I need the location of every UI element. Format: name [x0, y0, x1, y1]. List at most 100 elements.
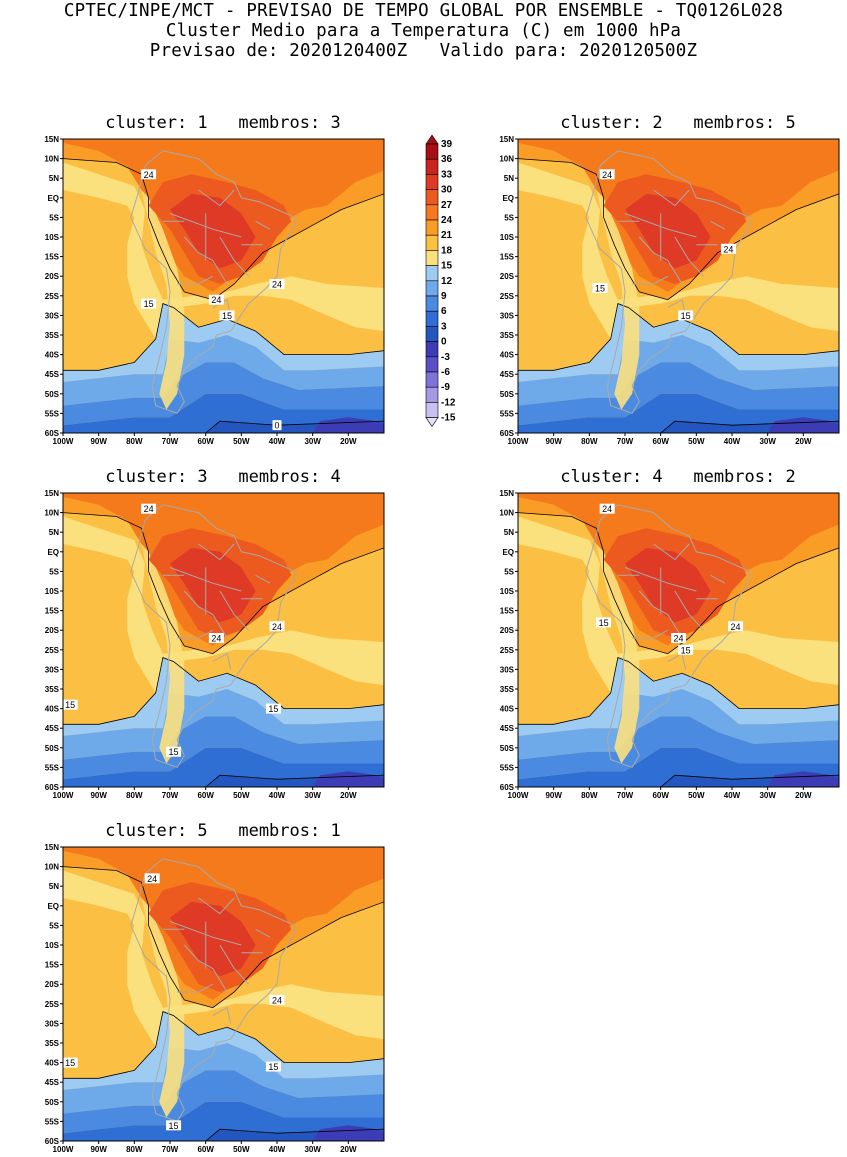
lat-tick-label: 5N	[504, 528, 514, 537]
lat-tick-label: 35S	[45, 1039, 60, 1048]
lat-tick-label: 10S	[500, 233, 515, 242]
lon-tick-label: 20W	[340, 791, 357, 800]
lat-tick-label: 20S	[45, 980, 60, 989]
lon-tick-label: 30W	[759, 791, 776, 800]
lat-tick-label: 15N	[44, 135, 59, 144]
lon-tick-label: 60W	[652, 791, 669, 800]
lat-tick-label: 55S	[45, 1117, 60, 1126]
lon-tick-label: 30W	[304, 1145, 321, 1154]
colorbar-segment	[425, 174, 439, 190]
lat-tick-label: 50S	[45, 744, 60, 753]
map-frame	[62, 492, 385, 788]
colorbar-segment	[425, 295, 439, 312]
colorbar-level-label: 18	[441, 245, 453, 256]
lon-tick-label: 90W	[90, 791, 107, 800]
lat-tick-label: 5N	[504, 174, 514, 183]
lon-tick-label: 70W	[162, 1145, 179, 1154]
map-frame	[517, 138, 840, 434]
contour-label: 24	[272, 995, 282, 1005]
temperature-field	[63, 139, 384, 433]
lat-tick-label: 5S	[504, 213, 514, 222]
lat-tick-label: 10N	[44, 509, 59, 518]
lat-tick-label: 35S	[500, 331, 515, 340]
contour-label: 15	[65, 1058, 75, 1068]
lon-tick-label: 90W	[90, 1145, 107, 1154]
lat-tick-label: 15S	[500, 253, 515, 262]
lat-tick-label: 20S	[45, 272, 60, 281]
lat-tick-label: 35S	[45, 685, 60, 694]
contour-label: 0	[274, 421, 279, 431]
header-line-1: CPTEC/INPE/MCT - PREVISAO DE TEMPO GLOBA…	[63, 1, 784, 21]
lat-tick-label: 50S	[45, 390, 60, 399]
lat-tick-label: 55S	[500, 409, 515, 418]
lon-tick-label: 20W	[340, 437, 357, 446]
lat-tick-label: 25S	[45, 1000, 60, 1009]
contour-label-bg	[671, 633, 686, 644]
contour-label: 24	[144, 170, 154, 180]
lat-tick-label: 15N	[499, 135, 514, 144]
colorbar-segment	[425, 234, 439, 251]
temperature-map-cluster-1: 2424241515015N10N5NEQ5S10S15S20S25S30S35…	[44, 135, 385, 446]
lat-tick-label: 15N	[44, 843, 59, 852]
lat-tick-label: 30S	[45, 1019, 60, 1028]
lon-tick-label: 100W	[53, 437, 74, 446]
colorbar-level-label: 3	[441, 321, 447, 332]
temperature-map-cluster-3: 24 24 24 15 15 15 15N 10N 5N EQ 5S 10S 15S 20S 25S 30S 3…	[44, 489, 385, 800]
contour-label: 15	[169, 747, 179, 757]
lat-tick-label: 45S	[45, 1078, 60, 1087]
colorbar-segment	[425, 386, 439, 403]
lon-tick-label: 100W	[508, 791, 529, 800]
contour-label-bg	[596, 617, 612, 628]
contour-label: 24	[673, 634, 683, 644]
contour-label: 24	[144, 504, 154, 514]
lat-tick-label: 10S	[500, 587, 515, 596]
coastlines	[130, 150, 296, 415]
colorbar-level-label: 33	[441, 169, 453, 180]
lat-tick-label: 10S	[45, 587, 60, 596]
contour-label-bg	[269, 621, 285, 632]
lon-tick-label: 30W	[304, 437, 321, 446]
contour-label-bg	[678, 310, 694, 321]
lat-tick-label: 10N	[499, 509, 514, 518]
lat-tick-label: EQ	[502, 548, 514, 557]
lon-tick-label: 70W	[162, 791, 179, 800]
contour-label-bg	[144, 873, 160, 884]
lat-tick-label: 5N	[49, 174, 59, 183]
colorbar-level-label: 15	[441, 261, 453, 272]
lat-tick-label: EQ	[47, 548, 59, 557]
lat-tick-label: 10N	[44, 155, 59, 164]
colorbar-level-label: -12	[441, 397, 456, 408]
lon-tick-label: 30W	[759, 437, 776, 446]
lon-tick-label: 60W	[652, 437, 669, 446]
colorbar-top-arrow	[425, 134, 439, 145]
lat-tick-label: 45S	[45, 724, 60, 733]
lon-tick-label: 50W	[688, 437, 705, 446]
lat-tick-label: 60S	[45, 783, 60, 792]
lon-tick-label: 100W	[508, 437, 529, 446]
lon-tick-label: 90W	[545, 791, 562, 800]
contour-label-bg	[208, 294, 224, 305]
colorbar-level-label: 9	[441, 291, 447, 302]
lon-tick-label: 50W	[233, 791, 250, 800]
temperature-map-cluster-5: 24 24 15 15 15 15N 10N 5N EQ 5S 10S 15S 20S 25S 30S 35S…	[44, 843, 385, 1154]
lon-tick-label: 70W	[617, 791, 634, 800]
colorbar-level-label: 39	[441, 139, 453, 150]
lat-tick-label: 25S	[45, 292, 60, 301]
temperature-field	[63, 847, 384, 1141]
header-line-2: Cluster Medio para a Temperatura (C) em …	[165, 21, 682, 41]
lat-tick-label: 20S	[500, 626, 515, 635]
contour-label: 24	[272, 280, 282, 290]
contour-label: 15	[268, 704, 278, 714]
contour-label-bg	[269, 279, 285, 290]
lat-tick-label: 40S	[45, 351, 60, 360]
lon-tick-label: 40W	[269, 791, 286, 800]
contour-label-bg	[269, 994, 285, 1005]
lat-tick-label: 25S	[45, 646, 60, 655]
contour-label-bg	[62, 699, 78, 710]
lat-tick-label: 60S	[500, 429, 515, 438]
lat-tick-label: 45S	[500, 724, 515, 733]
contour-label-bg	[678, 644, 694, 655]
lat-tick-label: 40S	[500, 705, 515, 714]
lat-tick-label: 5S	[49, 213, 59, 222]
